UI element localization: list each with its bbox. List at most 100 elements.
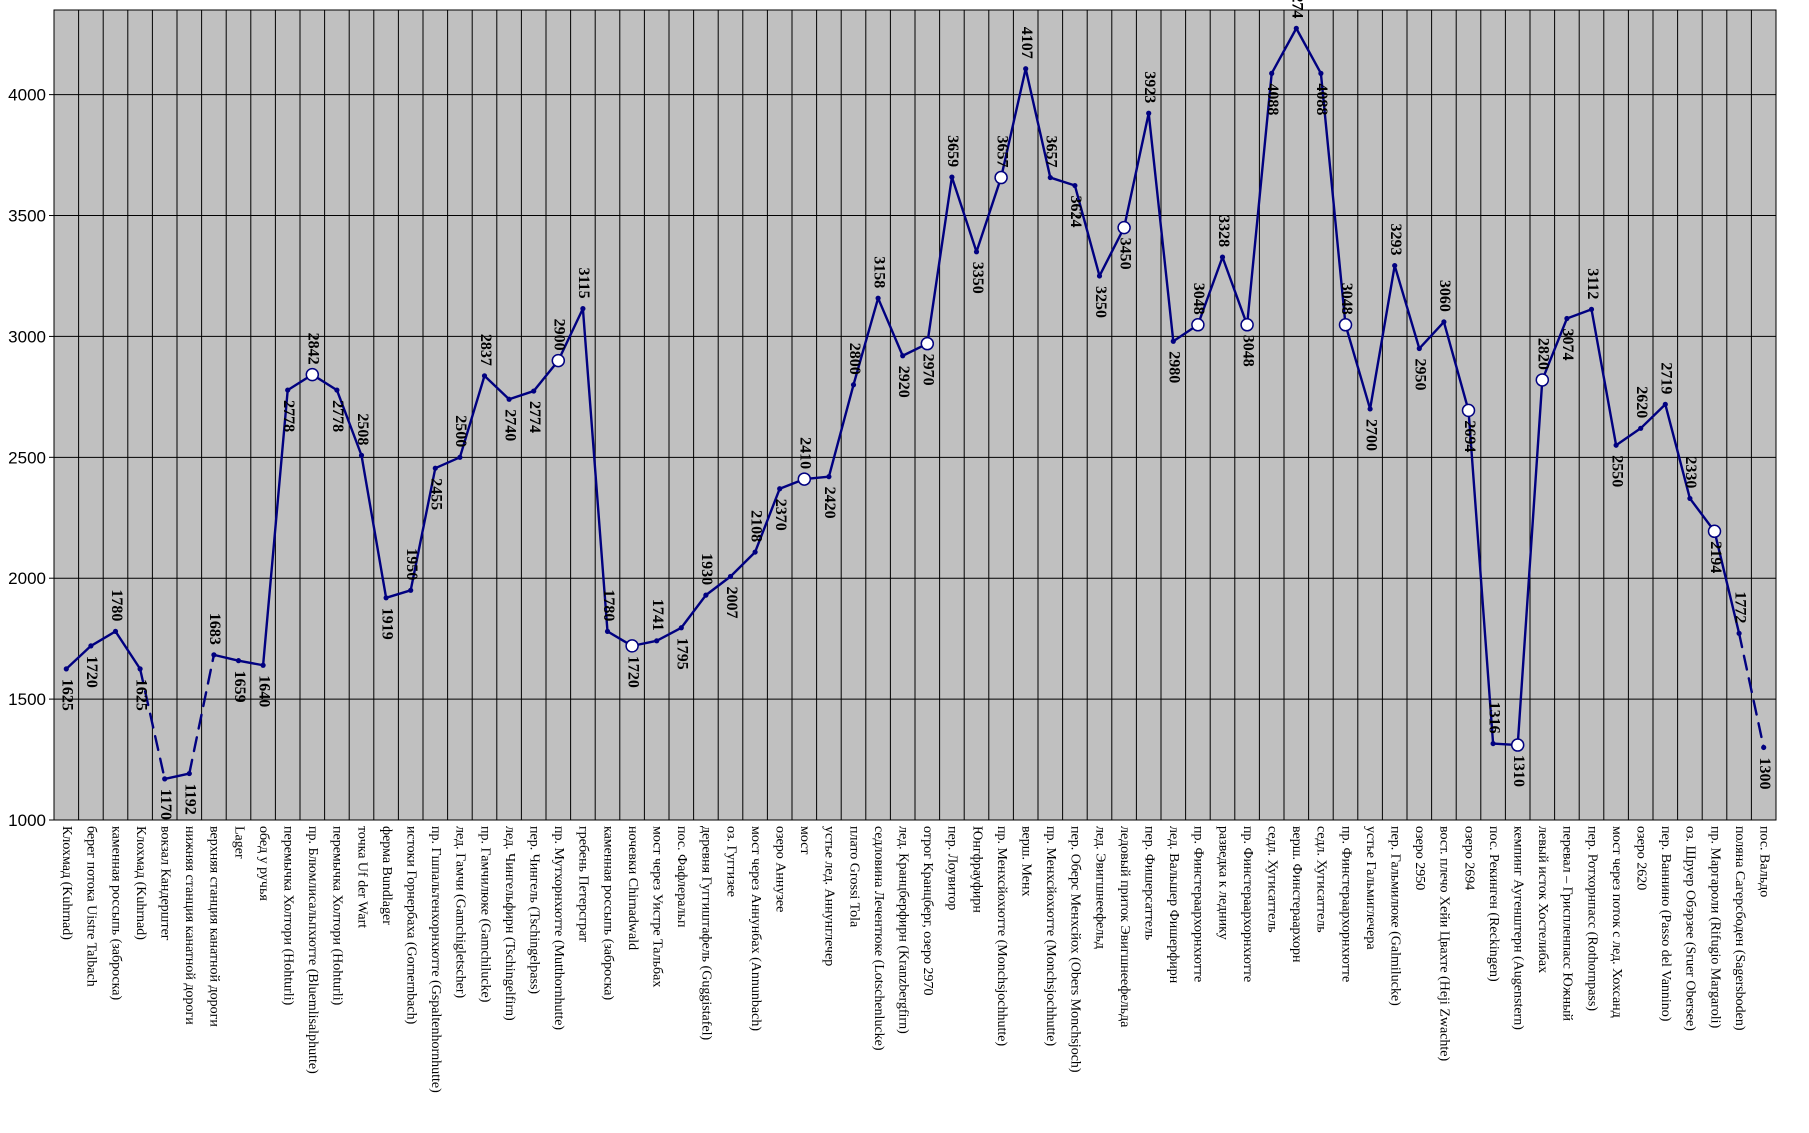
data-label: 3115 [575, 267, 592, 298]
data-label: 3250 [1092, 286, 1109, 318]
data-point [211, 652, 217, 658]
data-label: 1300 [1756, 757, 1773, 789]
series-segment [680, 593, 708, 629]
series-segment [458, 374, 486, 459]
series-segment [1368, 264, 1396, 411]
y-tick-label: 3500 [8, 207, 46, 226]
series-segment [188, 653, 216, 775]
series-segment [581, 307, 609, 633]
data-label: 1192 [182, 784, 199, 815]
series-segment [1270, 27, 1298, 75]
x-tick-label: Юнгфрауфирн [969, 826, 984, 913]
x-tick-label: озеро Аннузее [772, 826, 787, 912]
x-tick-label: седл. Хугисаттель [1314, 826, 1329, 933]
data-point [1146, 110, 1152, 116]
data-point [625, 639, 639, 653]
data-label: 3112 [1584, 268, 1601, 299]
x-tick-label: пр. Маргароли (Rifugio Margaroli) [1707, 826, 1722, 1029]
data-label: 1741 [649, 599, 666, 631]
series-segment [114, 630, 142, 671]
series-segment [65, 644, 93, 671]
x-tick-label: пос. Рекинген (Reckingen) [1486, 826, 1501, 982]
y-tick-label: 3000 [8, 327, 46, 346]
data-label: 1640 [255, 675, 272, 707]
data-label: 1659 [231, 671, 248, 703]
data-point [1318, 70, 1324, 76]
series-segment [1516, 378, 1544, 747]
data-point [1170, 338, 1176, 344]
x-tick-label: обед у ручья [256, 826, 271, 901]
data-label: 2508 [354, 413, 371, 445]
data-point [797, 472, 812, 486]
data-label: 3624 [1067, 196, 1084, 228]
x-tick-label: разведка к леднику [1215, 826, 1230, 940]
x-tick-label: Клохмад (Kuhrnad) [59, 826, 74, 940]
series-segment [434, 456, 462, 470]
data-point [604, 628, 611, 635]
data-point [1510, 738, 1525, 752]
x-tick-label: плато Grossi Tola [846, 826, 861, 928]
x-tick-label: мост [797, 826, 812, 855]
series-segment [1295, 27, 1323, 75]
x-tick-label: пос. Вальдо [1756, 826, 1771, 897]
data-point [1367, 406, 1373, 412]
x-tick-label: седл. Хугисаттель [1264, 826, 1279, 933]
data-label: 2740 [501, 409, 518, 441]
data-label: 2700 [1362, 419, 1379, 451]
x-tick-label: пер. Фишерсаттель [1141, 826, 1156, 940]
x-tick-label: пр. Гшпальтенхорнхютте (Gspaltenhornhutt… [428, 826, 443, 1093]
series-segment [1122, 112, 1150, 229]
series-segment [1590, 308, 1618, 447]
x-tick-label: деревня Гуггиштафель (Guggistafel) [699, 826, 714, 1041]
data-label: 2694 [1461, 420, 1478, 452]
data-point [1707, 524, 1722, 539]
data-label: 2950 [1412, 359, 1429, 391]
data-point [703, 592, 709, 598]
data-label: 2900 [551, 319, 568, 351]
data-point [137, 666, 143, 672]
data-label: 2330 [1682, 456, 1699, 488]
data-label: 3657 [993, 136, 1010, 168]
data-point [383, 595, 389, 601]
series-segment [1196, 255, 1224, 327]
data-point [1338, 318, 1353, 332]
x-tick-label: берег потока Uistre Talbach [84, 826, 99, 987]
data-label: 2820 [1535, 338, 1552, 370]
data-point [481, 373, 488, 379]
x-tick-label: истоки Горнербаха (Gornernbach) [403, 826, 418, 1025]
x-tick-label: нижняя станция канатной дороги [182, 826, 197, 1025]
data-label: 1919 [378, 608, 395, 640]
data-label: 3328 [1215, 215, 1232, 247]
x-tick-label: поляна Сагерсбоден (Sagersboden) [1732, 826, 1747, 1031]
x-tick-label: озеро 2620 [1633, 826, 1648, 890]
series-segment [1418, 320, 1446, 350]
data-label: 2842 [305, 333, 322, 365]
x-tick-label: устье Гальмиглечера [1363, 826, 1378, 950]
data-label: 1170 [157, 789, 174, 820]
data-point [580, 306, 586, 312]
x-tick-label: оз. Шруер Обэрзее (Sruer Obersee) [1683, 826, 1698, 1031]
data-labels: 1625 1720 1780 1625 1170 1192 1683 1659 1640 2778… [59, 0, 1773, 820]
series-segment [1147, 112, 1175, 343]
x-tick-label: лед. Вальшер Фишерфирн [1166, 826, 1181, 984]
series-segment [138, 667, 166, 781]
y-tick-label: 2000 [8, 569, 46, 588]
data-point [408, 587, 414, 593]
series-segment [237, 659, 265, 667]
data-point [920, 336, 935, 351]
series-segment [729, 550, 757, 578]
x-tick-label: лед. Эвигшнеефельд [1092, 826, 1107, 949]
data-point [777, 486, 783, 492]
data-point [1416, 345, 1422, 352]
data-label: 3657 [1043, 136, 1060, 168]
data-point [88, 643, 94, 649]
x-tick-label: устье лед. Аннунглечер [822, 826, 837, 966]
data-label: 3450 [1116, 238, 1133, 270]
series-segment [409, 466, 437, 592]
series-segment [1319, 72, 1347, 327]
series-segment [852, 297, 880, 386]
series-segment [1713, 530, 1741, 635]
data-label: 3158 [870, 256, 887, 288]
data-point [1687, 495, 1693, 502]
data-label: 3074 [1559, 329, 1576, 361]
